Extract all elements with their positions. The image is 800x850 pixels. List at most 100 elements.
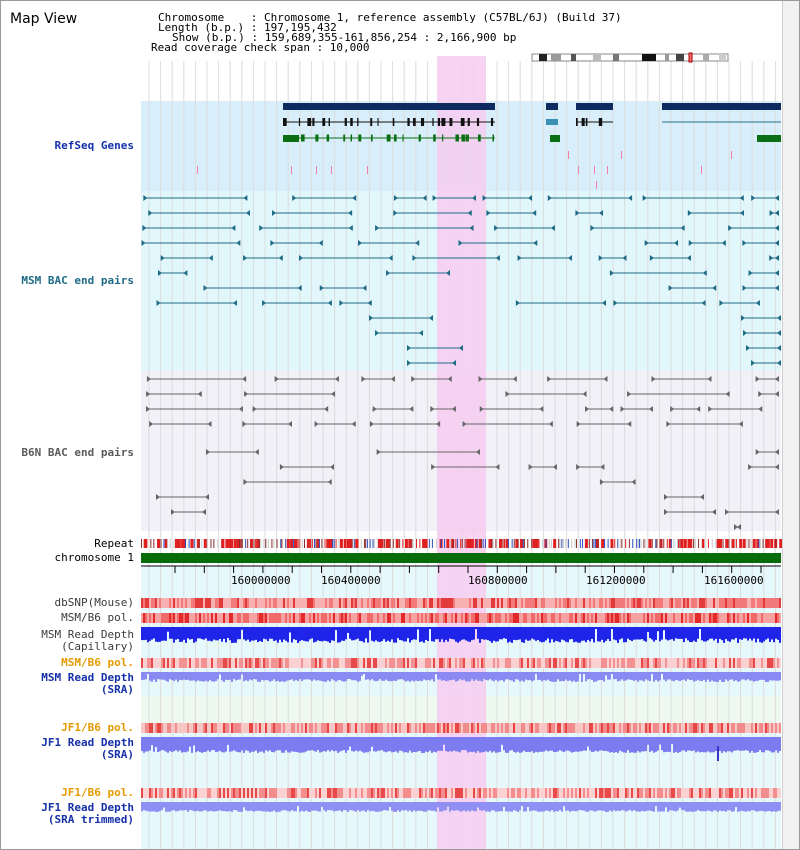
jf1-b6-pol-trimmed-strip [635, 788, 637, 798]
b6n-bac-pair [725, 391, 730, 397]
jf1-depth-trimmed-bar [667, 802, 669, 812]
msm-b6-pol-strip [759, 613, 761, 623]
msm-b6-pol-sra-strip [529, 658, 531, 668]
msm-depth-capillary-bar [179, 627, 181, 642]
b6n-bac-pair [369, 421, 374, 427]
msm-b6-pol-strip [741, 613, 743, 623]
msm-b6-pol-sra-strip [281, 658, 283, 668]
msm-b6-pol-sra-strip [157, 658, 159, 668]
refseq-snp-mark [731, 151, 732, 159]
jf1-depth-trimmed-bar [463, 802, 465, 811]
b6n-bac-pair [436, 421, 441, 427]
msm-b6-pol-sra-strip [497, 658, 499, 668]
jf1-depth-sra-bar [535, 737, 537, 752]
msm-depth-sra-bar [149, 672, 151, 681]
msm-depth-sra-bar [317, 672, 319, 681]
msm-b6-pol-sra-strip [273, 658, 275, 668]
msm-b6-pol-sra-strip [671, 658, 673, 668]
repeat-mark [571, 539, 573, 548]
b6n-bac-pair [700, 494, 704, 500]
repeat-mark [327, 539, 331, 548]
msm-bac-pair [755, 300, 760, 306]
msm-depth-sra-bar [515, 672, 517, 680]
msm-b6-pol-strip [309, 613, 311, 623]
msm-b6-pol-strip [677, 613, 679, 623]
jf1-b6-pol-strip [351, 723, 353, 733]
msm-b6-pol-sra-strip [269, 658, 271, 668]
msm-depth-capillary-bar [243, 627, 245, 640]
msm-b6-pol-sra-strip [531, 658, 533, 668]
msm-depth-capillary-bar [267, 627, 269, 642]
b6n-bac-label[interactable]: B6N BAC end pairs [21, 446, 134, 459]
msm-b6-pol-strip [747, 613, 749, 623]
jf1-b6-pol-trimmed-strip [599, 788, 601, 798]
msm-bac-label[interactable]: MSM BAC end pairs [21, 274, 134, 287]
msm-depth-sra-bar [351, 672, 353, 681]
msm-depth-sra-bar [731, 672, 733, 680]
jf1-b6-pol-trimmed-strip [427, 788, 429, 798]
jf1-depth-sra-bar [369, 737, 371, 752]
msm-b6-pol-sra-strip [411, 658, 413, 668]
msm-depth-capillary-bar [229, 627, 231, 641]
jf1-b6-pol-strip [675, 723, 677, 733]
jf1-depth-trimmed-bar [153, 802, 155, 812]
jf1-depth-trimmed-bar [341, 802, 343, 812]
msm-depth-capillary-bar [225, 627, 227, 643]
repeat-mark [167, 539, 169, 548]
b6n-bac-pair [648, 406, 653, 412]
msm-b6-pol-sra-strip [163, 658, 165, 668]
msm-b6-pol-sra-strip [199, 658, 201, 668]
jf1-b6-pol-strip [169, 723, 171, 733]
msm-depth-capillary-bar [515, 627, 517, 641]
jf1-depth-sra-bar [731, 737, 733, 753]
msm-b6-pol-strip [369, 613, 371, 623]
msm-b6-pol-strip [613, 613, 615, 623]
msm-depth-sra-bar [549, 672, 551, 682]
jf1-b6-pol-trimmed-strip [163, 788, 165, 798]
refseq-snp-mark [367, 166, 368, 174]
jf1-depth-trimmed-bar [675, 802, 677, 812]
jf1-b6-pol-strip [745, 723, 747, 733]
msm-b6-pol-sra-strip [505, 658, 507, 668]
vertical-scrollbar[interactable] [782, 1, 799, 849]
jf1-b6-pol-trimmed-strip [729, 788, 731, 798]
msm-b6-pol-sra-strip [779, 658, 781, 668]
jf1-b6-pol-strip [755, 723, 757, 733]
msm-b6-pol-strip [645, 613, 647, 623]
refseq-snp-mark [568, 151, 569, 159]
msm-b6-pol-strip [623, 613, 625, 623]
msm-depth-sra-bar [329, 672, 331, 682]
ideogram-marker [688, 52, 693, 63]
jf1-b6-pol-strip [203, 723, 205, 733]
jf1-depth-trimmed-bar [493, 802, 495, 811]
msm-depth-sra-bar [435, 672, 437, 675]
jf1-b6-pol-trimmed-strip [221, 788, 223, 798]
jf1-b6-pol-trimmed-strip [171, 788, 173, 798]
msm-bac-pair [775, 240, 779, 246]
repeat-mark [280, 539, 282, 548]
b6n-bac-pair [206, 449, 211, 455]
b6n-bac-pair [620, 406, 625, 412]
msm-depth-capillary-bar [489, 627, 491, 642]
dbsnp-strip [599, 598, 601, 608]
repeat-mark [655, 539, 657, 548]
jf1-depth-sra-bar [317, 737, 319, 751]
msm-b6-pol-strip [147, 613, 149, 623]
refseq-genes-label[interactable]: RefSeq Genes [54, 139, 134, 152]
msm-b6-pol-sra-strip [305, 658, 307, 668]
jf1-b6-pol-trimmed-strip [709, 788, 711, 798]
msm-b6-pol-strip [717, 613, 719, 623]
gene-exon [402, 134, 404, 142]
msm-b6-pol-sra-strip [405, 658, 407, 668]
msm-b6-pol-strip [631, 613, 633, 623]
jf1-b6-pol-trimmed-strip [701, 788, 703, 798]
msm-b6-pol-strip [459, 613, 461, 623]
jf1-b6-pol-strip [245, 723, 247, 733]
msm-b6-pol-sra-strip [401, 658, 403, 668]
dbsnp-strip [573, 598, 575, 608]
msm-b6-pol-strip [723, 613, 725, 623]
msm-b6-pol-sra-strip [769, 658, 771, 668]
msm-depth-sra-bar [319, 672, 321, 681]
msm-b6-pol-strip [157, 613, 159, 623]
